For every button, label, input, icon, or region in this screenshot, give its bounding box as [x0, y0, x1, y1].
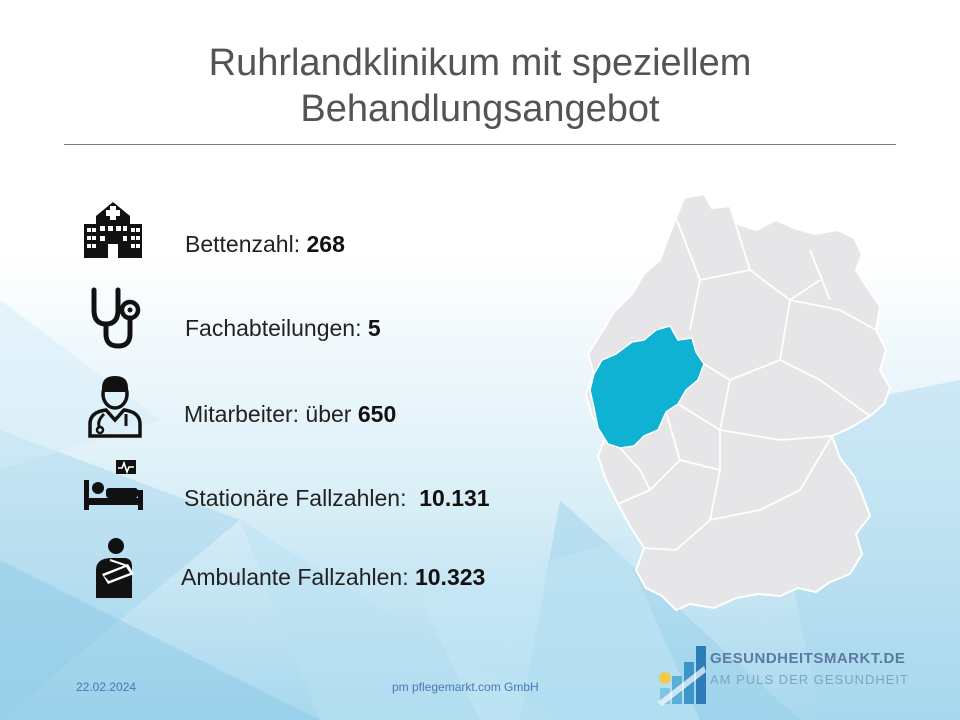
stat-staff-label: Mitarbeiter: über — [184, 401, 352, 427]
logo-tagline: AM PULS DER GESUNDHEIT — [710, 672, 909, 687]
title-line-1: Ruhrlandklinikum mit speziellem — [208, 42, 752, 84]
stat-inpatient-cases: Stationäre Fallzahlen: 10.131 — [184, 485, 490, 512]
logo-name: GESUNDHEITSMARKT.DE — [710, 650, 906, 667]
gesundheitsmarkt-logo[interactable]: GESUNDHEITSMARKT.DE AM PULS DER GESUNDHE… — [656, 642, 916, 708]
hospital-bed-icon — [84, 460, 143, 510]
logo-bars-icon — [658, 646, 706, 706]
stat-departments-value: 5 — [367, 315, 381, 341]
germany-outline — [584, 192, 892, 612]
stat-beds-value: 268 — [306, 231, 345, 257]
stat-outpatient-label: Ambulante Fallzahlen — [181, 564, 403, 590]
stat-staff: Mitarbeiter: über 650 — [184, 401, 396, 428]
injured-patient-icon — [96, 538, 134, 598]
nrw-region — [589, 325, 705, 449]
stat-beds-label: Bettenzahl — [185, 231, 294, 257]
stat-outpatient-value: 10.323 — [414, 564, 486, 590]
title-line-2: Behandlungsangebot — [300, 88, 660, 130]
stethoscope-icon — [91, 287, 141, 349]
stat-inpatient-label: Stationäre Fallzahlen — [184, 485, 401, 511]
stat-departments-label: Fachabteilungen — [185, 315, 356, 341]
stat-inpatient-separator: : — [400, 485, 420, 511]
footer-company: pm pflegemarkt.com GmbH — [392, 680, 539, 694]
stat-outpatient-cases: Ambulante Fallzahlen: 10.323 — [181, 564, 485, 591]
stat-departments-separator: : — [355, 315, 368, 341]
page-title: Ruhrlandklinikum mit speziellem Behandlu… — [0, 40, 960, 132]
germany-map — [584, 192, 892, 612]
footer-date: 22.02.2024 — [76, 680, 137, 694]
stat-beds-separator: : — [293, 231, 307, 257]
stat-departments: Fachabteilungen: 5 — [185, 315, 381, 342]
hospital-building-icon — [84, 202, 142, 258]
stat-staff-value: 650 — [357, 401, 397, 427]
stat-outpatient-separator: : — [402, 564, 415, 590]
stat-inpatient-value: 10.131 — [419, 485, 490, 511]
doctor-icon — [88, 376, 142, 438]
stat-beds: Bettenzahl: 268 — [185, 231, 345, 258]
title-divider — [64, 144, 896, 145]
